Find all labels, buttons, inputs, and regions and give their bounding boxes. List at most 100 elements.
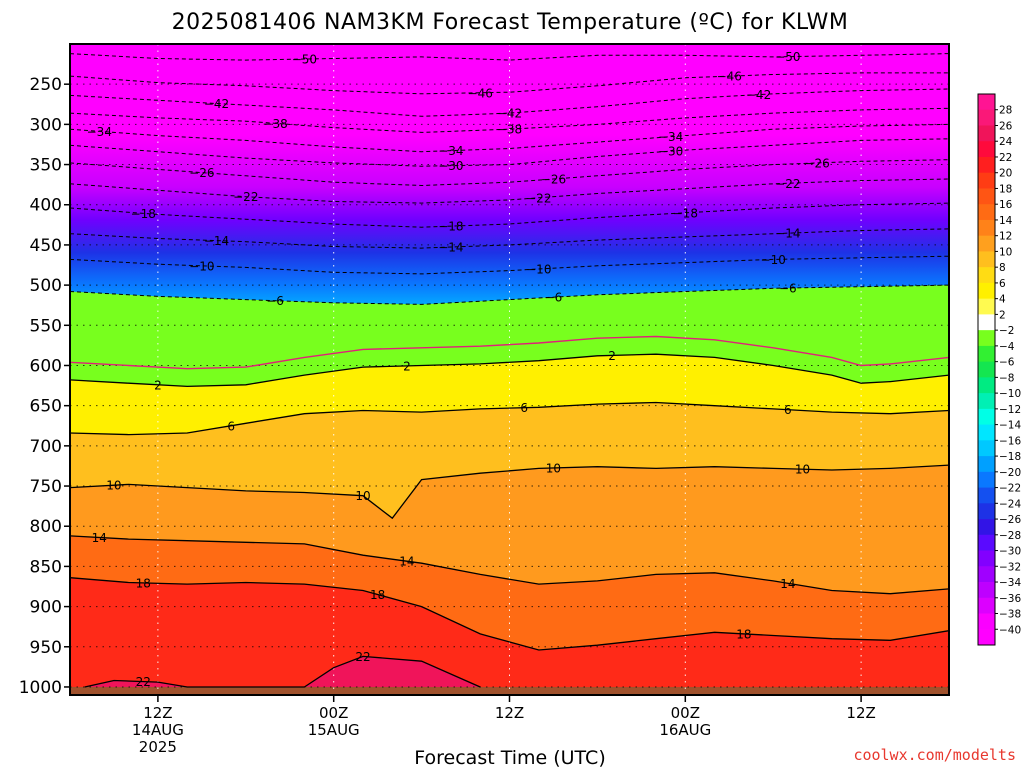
colorbar-swatch [978,566,995,583]
isotherm-label: −34 [658,130,683,144]
colorbar-swatch [978,219,995,237]
isotherm-line [70,577,949,651]
colorbar-tick-label: 18 [999,183,1012,195]
colorbar-swatch [978,141,995,158]
colorbar: 28 26 24 22 20 18 16 14 12 10 8 6 4 2 −2 −4 −6 −8 −10 −12 −1… [977,93,1021,646]
colorbar-tick-label: −18 [999,451,1021,463]
y-tick-label: 700 [30,437,62,457]
colorbar-tick-label: 24 [999,136,1013,148]
colorbar-swatch [978,424,995,441]
colorbar-tick-label: 4 [999,294,1006,306]
band-red [70,577,949,695]
isotherm-label: −22 [775,177,800,191]
grid-lines [70,44,949,695]
isotherm-label: 18 [136,576,151,590]
colorbar-swatch [978,330,995,347]
colorbar-swatch [978,440,995,457]
y-tick-label: 550 [30,316,62,336]
y-tick-label: 800 [30,517,62,537]
isotherm-label: −10 [526,263,551,277]
isotherm-line [70,401,949,436]
y-tick-label: 250 [30,75,62,95]
y-tick-label: 400 [30,196,62,216]
colorbar-tick-label: −14 [999,420,1021,432]
colorbar-swatch [978,471,995,488]
isotherm-label: 6 [227,419,235,433]
isotherm-label: 18 [370,588,385,602]
colorbar-tick-label: −12 [999,404,1021,416]
y-tick-label: 1000 [19,678,62,698]
colorbar-swatch [978,377,995,394]
x-tick-label: 00Z [319,704,348,722]
isotherm-label: −46 [468,86,493,100]
y-tick-label: 300 [30,115,62,135]
colorbar-tick-label: 6 [999,278,1006,290]
colorbar-tick-label: −24 [999,498,1021,510]
isotherm-label: 2 [608,349,616,363]
plot-area [70,44,949,695]
x-tick-label: 12Z [143,704,172,722]
x-tick-label: 12Z [846,704,875,722]
isotherm-label: −42 [497,107,522,121]
freezing-line [70,335,949,370]
colorbar-swatch [978,361,995,378]
isotherm-label: −46 [717,70,742,84]
isotherm-label: 22 [355,650,370,664]
isotherm-line [70,464,949,520]
isotherm-label: 18 [736,627,751,641]
isotherm-label: −22 [526,191,551,205]
colorbar-swatch [978,503,995,520]
isotherm-label: −30 [658,145,683,159]
colorbar-swatch [978,94,995,111]
colorbar-tick-label: −34 [999,577,1021,589]
colorbar-swatch [978,267,995,284]
colorbar-tick-label: −10 [999,388,1021,400]
isotherm-label: 10 [355,489,370,503]
colorbar-swatch [978,282,995,300]
y-tick-label: 900 [30,598,62,618]
credit-text[interactable]: coolwx.com/modelts [853,746,1016,764]
y-tick-label: 350 [30,156,62,176]
isotherm-label: −42 [746,88,771,102]
isotherm-label: 10 [795,463,810,477]
y-tick-label: 850 [30,557,62,577]
colorbar-tick-label: 2 [999,309,1006,321]
colorbar-swatch [978,188,995,205]
colorbar-swatch [978,519,995,536]
isotherm-label: 10 [546,461,561,475]
isotherm-label: −6 [779,282,797,296]
colorbar-tick-label: −40 [999,624,1021,636]
colorbar-tick-label: −22 [999,483,1021,495]
isotherm-label: −50 [775,50,800,64]
y-tick-label: 650 [30,397,62,417]
isotherm-contours: −50 −50−46−46−42−42−42−38 −38−34−34−34−30−… [70,50,949,689]
isotherm-label: −18 [438,220,463,234]
isotherm-label: 10 [106,479,121,493]
x-tick-label: 00Z [671,704,700,722]
isotherm-label: 2 [154,378,162,392]
isotherm-label: −18 [131,207,156,221]
isotherm-label: −14 [204,234,229,248]
colorbar-swatch [978,235,995,252]
isotherm-label: −22 [233,190,258,204]
colorbar-swatch [978,597,995,614]
colorbar-tick-label: −26 [999,514,1021,526]
colorbar-tick-label: 26 [999,120,1013,132]
colorbar-tick-label: 14 [999,215,1013,227]
colorbar-swatch [978,393,995,410]
colorbar-tick-label: −2 [999,325,1014,337]
colorbar-tick-label: 20 [999,168,1012,180]
y-axis: 250 300 350 400 450 500 550 600 650 700 750 800 850 9… [19,75,70,698]
colorbar-swatch [978,204,995,221]
y-tick-label: 500 [30,276,62,296]
y-tick-label: 750 [30,477,62,497]
isotherm-label: −42 [204,97,229,111]
colorbar-swatch [978,582,995,599]
x-axis-label: Forecast Time (UTC) [414,747,605,768]
y-tick-label: 450 [30,236,62,256]
isotherm-label: −34 [87,125,112,139]
colorbar-swatch [978,629,995,646]
isotherm-label: −26 [541,173,566,187]
colorbar-swatch [978,298,995,315]
